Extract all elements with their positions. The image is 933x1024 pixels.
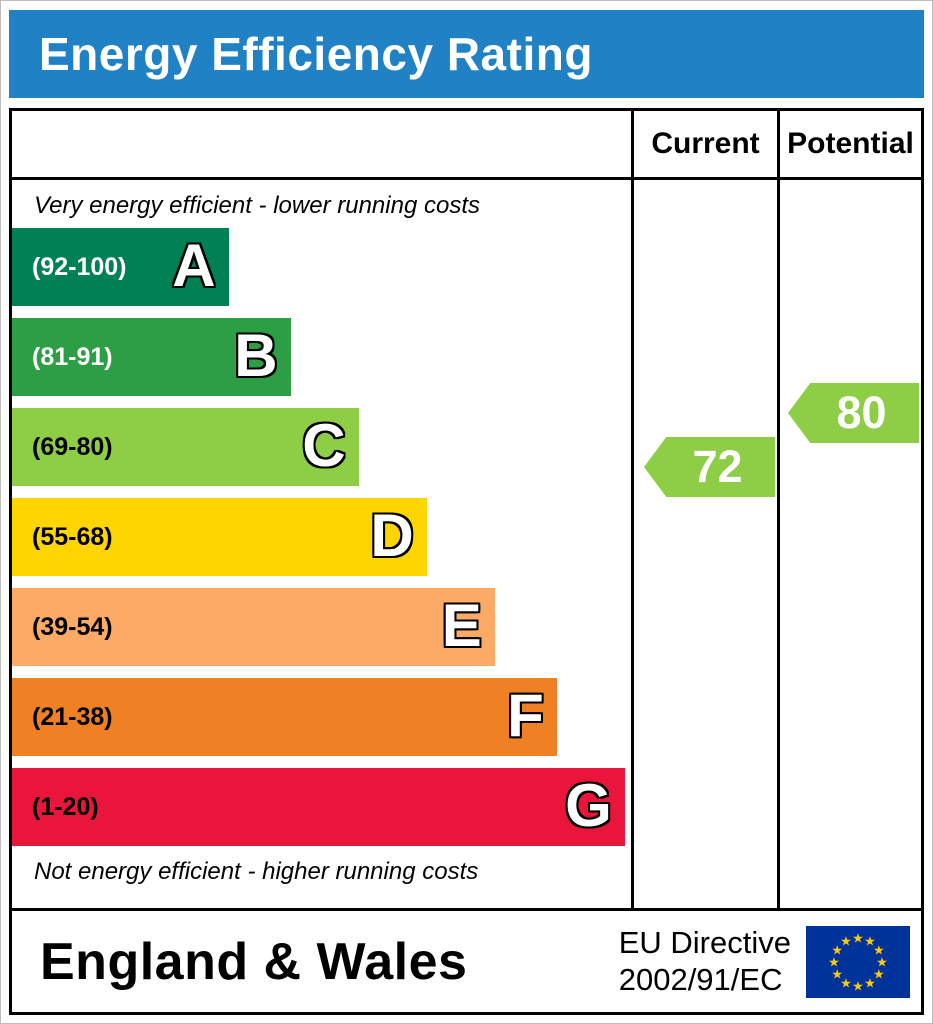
eu-flag-star: ★ [876, 955, 888, 970]
rating-table: Current Potential Very energy efficient … [9, 108, 924, 1015]
band-letter: F [507, 681, 544, 749]
band-letter: B [234, 321, 278, 389]
rating-band-f: (21-38) F [12, 678, 557, 756]
potential-rating-cell: 80 [777, 180, 921, 908]
table-header-row: Current Potential [12, 111, 921, 180]
eu-flag-star: ★ [831, 943, 843, 958]
chart-header-cell [12, 111, 631, 177]
eu-flag-star: ★ [864, 934, 876, 949]
current-rating-cell: 72 [631, 180, 777, 908]
eu-directive-label: EU Directive 2002/91/EC [619, 925, 791, 998]
rating-bands: (92-100) A (81-91) B (69-80) C (55-68) D [12, 228, 631, 846]
eu-flag-stars: ★ ★ ★ ★ ★ ★ ★ ★ ★ ★ ★ ★ [828, 931, 888, 994]
potential-column-header: Potential [777, 111, 921, 177]
band-letter: D [370, 501, 414, 569]
eu-flag-star: ★ [840, 976, 852, 991]
eu-flag-star: ★ [852, 931, 864, 946]
efficient-note: Very energy efficient - lower running co… [34, 192, 480, 219]
page-title: Energy Efficiency Rating [39, 28, 593, 80]
eu-flag: ★ ★ ★ ★ ★ ★ ★ ★ ★ ★ ★ ★ [806, 925, 910, 998]
current-rating-arrow: 72 [644, 437, 775, 497]
band-letter: G [565, 771, 612, 839]
eu-directive-line2: 2002/91/EC [618, 961, 783, 997]
current-rating-value: 72 [692, 441, 743, 492]
eu-flag-star: ★ [873, 943, 885, 958]
eu-flag-star: ★ [840, 934, 852, 949]
band-range: (39-54) [32, 612, 113, 641]
potential-rating-arrow: 80 [788, 383, 919, 443]
band-letter: E [441, 591, 482, 659]
rating-band-a: (92-100) A [12, 228, 229, 306]
title-bar: Energy Efficiency Rating [9, 10, 924, 98]
eu-directive-line1: EU Directive [618, 924, 791, 960]
band-range: (69-80) [32, 432, 113, 461]
eu-flag-star: ★ [828, 955, 840, 970]
band-range: (1-20) [32, 792, 99, 821]
region-label: England & Wales [40, 932, 468, 991]
table-body-row: Very energy efficient - lower running co… [12, 180, 921, 908]
band-range: (55-68) [32, 522, 113, 551]
band-range: (92-100) [32, 252, 127, 281]
potential-rating-value: 80 [836, 387, 887, 438]
eu-flag-star: ★ [831, 967, 843, 982]
rating-band-e: (39-54) E [12, 588, 495, 666]
eu-flag-star: ★ [873, 967, 885, 982]
band-letter: A [172, 231, 216, 299]
table-footer-row: England & Wales EU Directive 2002/91/EC … [12, 908, 921, 1012]
rating-scale-area: Very energy efficient - lower running co… [12, 180, 631, 908]
band-range: (81-91) [32, 342, 113, 371]
eu-flag-field [806, 925, 910, 998]
rating-band-c: (69-80) C [12, 408, 359, 486]
current-column-header: Current [631, 111, 777, 177]
rating-band-b: (81-91) B [12, 318, 291, 396]
rating-band-g: (1-20) G [12, 768, 625, 846]
rating-band-d: (55-68) D [12, 498, 427, 576]
band-letter: C [302, 411, 346, 479]
eu-flag-star: ★ [852, 979, 864, 994]
not-efficient-note: Not energy efficient - higher running co… [34, 858, 479, 885]
band-range: (21-38) [32, 702, 113, 731]
eu-flag-star: ★ [864, 976, 876, 991]
